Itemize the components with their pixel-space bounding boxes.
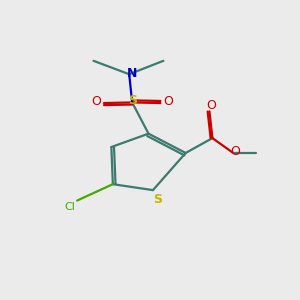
- Text: O: O: [92, 95, 101, 108]
- Text: S: S: [153, 193, 162, 206]
- Text: N: N: [126, 67, 137, 80]
- Text: Cl: Cl: [64, 202, 75, 212]
- Text: O: O: [163, 95, 173, 108]
- Text: S: S: [128, 94, 137, 107]
- Text: O: O: [206, 99, 216, 112]
- Text: O: O: [231, 145, 241, 158]
